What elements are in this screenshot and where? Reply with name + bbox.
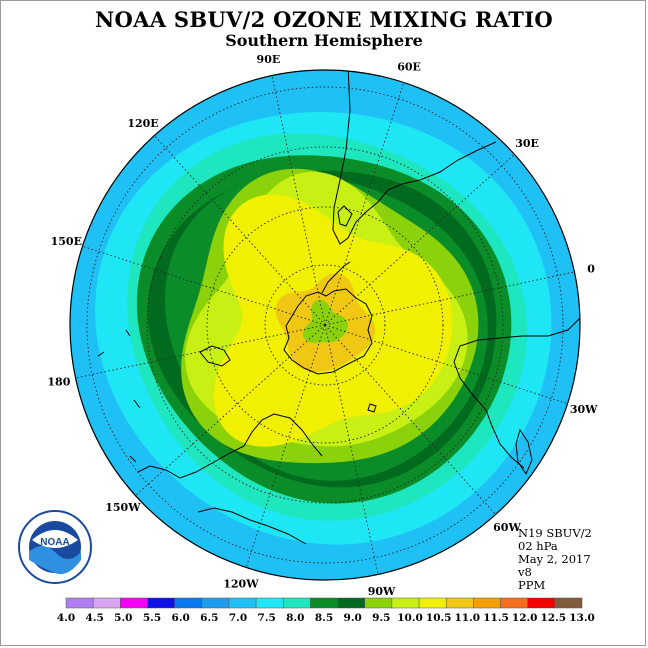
colorbar-swatch-18 (554, 597, 583, 609)
longitude-label-9: 90W (368, 585, 396, 598)
meridian-9 (324, 324, 379, 575)
coastline-south-america (332, 70, 497, 245)
meridian-3 (271, 75, 326, 326)
latitude-circle-2 (146, 146, 504, 504)
coastline-indonesia (197, 507, 307, 545)
colorbar-swatch-9 (310, 597, 338, 609)
colorbar-tick-6: 7.0 (229, 612, 247, 624)
coastline-south-america-tip (337, 205, 353, 227)
colorbar-tick-9: 8.5 (315, 612, 333, 624)
colorbar-tick-3: 5.5 (143, 612, 161, 624)
noaa-logo-text: NOAA (40, 537, 69, 548)
longitude-label-4: 120E (127, 117, 158, 130)
longitude-labels: 0 30E 60E 90E 120E 150E 180 150W 120W 90W 60W 30W (47, 53, 598, 598)
colorbar-swatch-0 (65, 597, 94, 609)
coastline-antarctica (283, 288, 373, 375)
colorbar-tick-12: 10.0 (397, 612, 423, 624)
colorbar-swatch-6 (228, 597, 257, 609)
info-date: May 2, 2017 (518, 552, 591, 566)
meridian-0 (324, 271, 575, 326)
longitude-label-10: 60W (493, 521, 521, 534)
longitude-label-2: 60E (397, 60, 421, 73)
colorbar-swatch-2 (120, 597, 148, 609)
meridian-4 (154, 135, 326, 326)
colorbar-tick-5: 6.5 (200, 612, 218, 624)
colorbar-tick-2: 5.0 (114, 612, 132, 624)
longitude-label-11: 30W (570, 403, 598, 416)
colorbar-tick-18: 13.0 (569, 612, 595, 624)
longitude-label-3: 90E (257, 53, 281, 66)
coastline-australia (137, 413, 323, 479)
colorbar-swatch-8 (283, 597, 311, 609)
noaa-logo: NOAA (18, 510, 92, 584)
longitude-label-5: 150E (51, 235, 82, 248)
colorbar-tick-11: 9.5 (372, 612, 390, 624)
chart-title: NOAA SBUV/2 OZONE MIXING RATIO (95, 7, 553, 32)
meridian-10 (324, 324, 496, 515)
coastline-misc (97, 329, 141, 463)
colorbar-swatch-11 (364, 597, 393, 609)
colorbar-swatch-13 (418, 597, 447, 609)
longitude-label-7: 150W (105, 501, 141, 514)
meridian-7 (135, 324, 326, 496)
colorbar-swatch-7 (255, 597, 284, 609)
coastline-kerguelen (367, 403, 377, 413)
colorbar-tick-8: 8.0 (286, 612, 304, 624)
colorbar-tick-7: 7.5 (258, 612, 276, 624)
map-boundary (69, 69, 581, 581)
meridian-2 (324, 82, 405, 326)
colorbar-swatch-17 (527, 597, 556, 609)
latitude-circle-3 (86, 86, 564, 564)
colorbar-tick-15: 11.5 (483, 612, 509, 624)
info-level: 02 hPa (518, 539, 558, 553)
contour-band-10 (303, 299, 348, 343)
info-satellite: N19 SBUV/2 (518, 526, 592, 540)
colorbar-swatch-5 (201, 597, 230, 609)
colorbar-swatch-4 (174, 597, 203, 609)
meridian-8 (245, 324, 326, 568)
colorbar-tick-10: 9.0 (344, 612, 362, 624)
colorbar-tick-16: 12.0 (512, 612, 538, 624)
lat-lon-grid (75, 75, 575, 575)
info-units: PPM (518, 578, 546, 592)
chart-subtitle: Southern Hemisphere (225, 31, 423, 50)
longitude-label-6: 180 (47, 376, 70, 389)
colorbar-swatch-10 (337, 597, 366, 609)
colorbar-swatch-3 (147, 597, 175, 609)
meridian-11 (324, 324, 568, 405)
coastlines (97, 70, 580, 545)
colorbar-tick-0: 4.0 (57, 612, 75, 624)
colorbar-tick-4: 6.0 (172, 612, 190, 624)
meridian-5 (82, 245, 326, 326)
colorbar-tick-1: 4.5 (86, 612, 104, 624)
longitude-label-0: 0 (587, 262, 595, 275)
colorbar-tick-14: 11.0 (455, 612, 481, 624)
colorbar-swatch-16 (500, 597, 528, 609)
colorbar-tick-17: 12.5 (541, 612, 567, 624)
longitude-label-8: 120W (223, 578, 259, 591)
coastline-africa (453, 317, 580, 469)
colorbar: 4.0 4.5 5.0 5.5 6.0 6.5 7.0 7.5 8.0 8.5 9.0 9.5 10.0… (57, 597, 595, 624)
coastline-new-zealand (199, 345, 231, 367)
info-version: v8 (518, 565, 532, 579)
coastline-madagascar (515, 428, 533, 476)
latitude-circle-0 (264, 264, 386, 386)
colorbar-swatch-15 (473, 597, 501, 609)
colorbar-swatch-14 (445, 597, 474, 609)
meridian-6 (75, 324, 326, 379)
coastline-antarctic-peninsula (321, 261, 351, 294)
meridian-1 (324, 154, 515, 326)
colorbar-swatch-12 (391, 597, 420, 609)
colorbar-tick-13: 10.5 (426, 612, 452, 624)
latitude-circle-1 (206, 206, 444, 444)
longitude-label-1: 30E (515, 137, 539, 150)
colorbar-swatch-1 (92, 597, 121, 609)
